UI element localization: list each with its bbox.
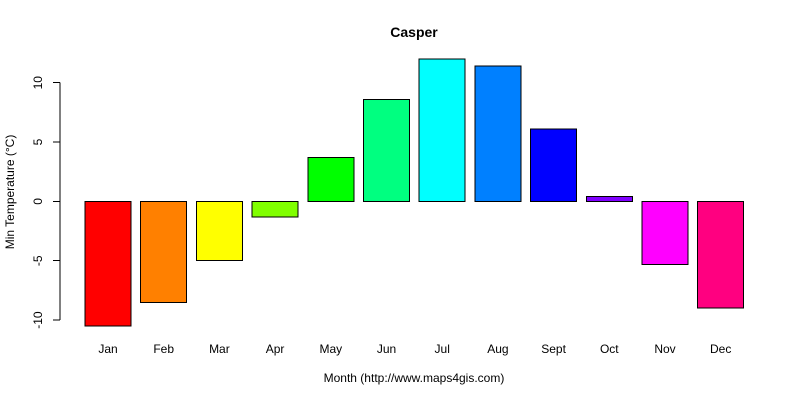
x-tick-label: Dec <box>710 342 731 356</box>
bar-mar <box>195 200 243 262</box>
bar-aug <box>474 65 522 202</box>
x-tick-label: Aug <box>487 342 508 356</box>
bar-nov <box>641 200 689 265</box>
bars <box>84 58 745 327</box>
bar-may <box>307 157 355 202</box>
bar-apr <box>251 200 299 218</box>
y-tick-label: 5 <box>31 138 45 145</box>
x-axis-label: Month (http://www.maps4gis.com) <box>324 371 505 385</box>
bar-jul <box>418 58 466 202</box>
chart-title: Casper <box>390 24 438 40</box>
y-axis: -10 -5 0 5 10 <box>31 76 61 329</box>
x-tick-label: Jun <box>377 342 396 356</box>
x-tick-label: Feb <box>153 342 174 356</box>
bar-jan <box>84 200 132 327</box>
x-tick-label: Jul <box>435 342 450 356</box>
x-tick-label: Mar <box>209 342 230 356</box>
x-tick-label: Jan <box>98 342 117 356</box>
x-tick-label: Apr <box>266 342 285 356</box>
bar-sept <box>530 128 578 202</box>
y-tick-label: 10 <box>31 76 45 90</box>
bar-dec <box>697 200 745 309</box>
y-tick-label: -5 <box>31 255 45 266</box>
y-tick-label: 0 <box>31 198 45 205</box>
bar-oct <box>585 196 633 202</box>
bar-jun <box>363 98 410 202</box>
y-tick-label: -10 <box>31 311 45 329</box>
x-tick-label: Oct <box>600 342 619 356</box>
x-tick-label: May <box>319 342 342 356</box>
x-tick-label: Sept <box>541 342 566 356</box>
x-tick-labels: Jan Feb Mar Apr May Jun Jul Aug Sept Oct Nov Dec <box>98 342 731 356</box>
x-tick-label: Nov <box>654 342 675 356</box>
bar-feb <box>140 200 188 303</box>
y-axis-label: Min Temperature (°C) <box>3 135 17 250</box>
